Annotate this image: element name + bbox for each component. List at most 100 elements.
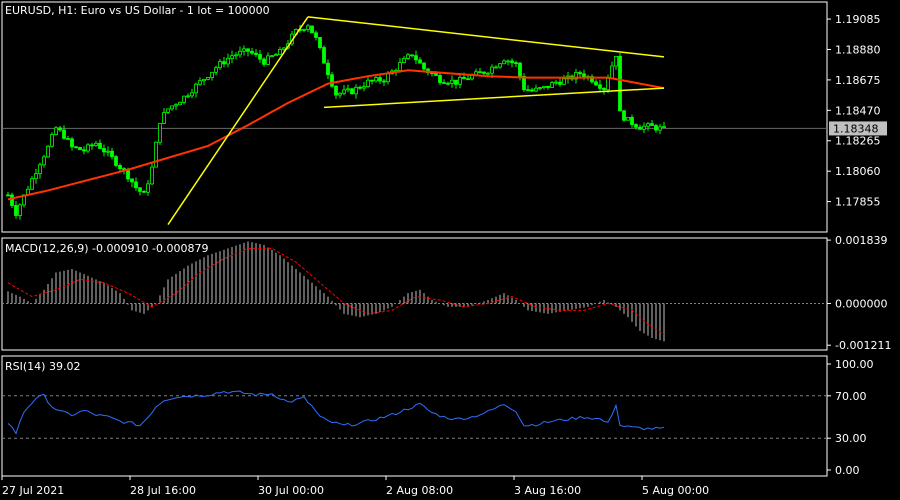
candle-body [358, 86, 362, 89]
candle-body [114, 156, 118, 166]
candle-body [30, 178, 34, 190]
candle-body [378, 77, 382, 82]
candle-body [462, 76, 466, 80]
rsi-label: RSI(14) 39.02 [5, 360, 80, 373]
candle-body [350, 88, 354, 95]
candle-body [154, 141, 158, 168]
candle-body [506, 60, 510, 63]
candle-body [218, 61, 222, 69]
pane-frame-2 [1, 355, 828, 477]
candle-body [654, 125, 658, 131]
candle-body [354, 86, 358, 95]
candle-body [622, 110, 626, 121]
candle-body [146, 183, 150, 193]
candle-body [130, 178, 134, 183]
x-tick-label: 3 Aug 16:00 [514, 484, 581, 497]
candle-body [342, 89, 346, 94]
candle-body [334, 85, 338, 96]
candle-body [386, 73, 390, 83]
candle-body [406, 54, 410, 59]
candle-body [258, 54, 262, 60]
candle-body [638, 126, 642, 130]
price-y-tick-label: 1.19085 [835, 13, 881, 26]
candle-body [438, 75, 442, 83]
candle-body [610, 65, 614, 79]
candle-body [170, 105, 174, 110]
candle-body [458, 76, 462, 85]
candle-body [50, 134, 54, 147]
macd-label: MACD(12,26,9) -0.000910 -0.000879 [5, 242, 208, 255]
candle-body [102, 148, 106, 153]
candle-body [550, 82, 554, 88]
price-y-tick-label: 1.18880 [835, 43, 881, 56]
candle-body [598, 84, 602, 89]
candle-body [206, 77, 210, 80]
candle-body [650, 123, 654, 126]
rsi-line [7, 390, 665, 435]
candle-body [234, 54, 238, 57]
candle-body [202, 78, 206, 82]
candle-body [422, 62, 426, 70]
current-price-box [829, 121, 887, 136]
candle-body [86, 144, 90, 152]
candle-body [10, 194, 14, 206]
candle-body [314, 32, 318, 38]
candle-body [542, 85, 546, 88]
candle-body [446, 82, 450, 85]
candle-body [562, 78, 566, 85]
x-tick-label: 5 Aug 00:00 [642, 484, 709, 497]
candle-body [594, 81, 598, 86]
candle-body [534, 87, 538, 92]
candle-body [14, 205, 18, 216]
trendline-0[interactable] [167, 16, 309, 225]
candle-body [478, 71, 482, 74]
candle-body [46, 145, 50, 158]
candle-body [318, 37, 322, 48]
candle-body [310, 25, 314, 34]
pane-frame-0 [1, 1, 828, 233]
candle-body [466, 78, 470, 81]
candle-body [122, 168, 126, 171]
candle-body [250, 50, 254, 54]
x-tick-label: 30 Jul 00:00 [258, 484, 324, 497]
candle-body [134, 181, 138, 189]
candle-body [246, 48, 250, 52]
candle-body [166, 108, 170, 113]
candle-body [194, 83, 198, 94]
candle-body [58, 127, 62, 131]
x-tick-label: 28 Jul 16:00 [130, 484, 196, 497]
candle-body [210, 71, 214, 78]
trendline-2[interactable] [323, 87, 665, 109]
candle-body [658, 126, 662, 131]
candle-body [266, 55, 270, 65]
candle-body [270, 55, 274, 58]
candle-body [282, 47, 286, 50]
candle-body [238, 50, 242, 56]
pane-frame-1 [1, 237, 828, 351]
candle-body [514, 62, 518, 65]
candle-body [54, 127, 58, 135]
candle-body [42, 156, 46, 166]
rsi-y-tick-label: 100.00 [835, 358, 874, 371]
candle-body [366, 79, 370, 88]
macd-y-tick-label: 0.000000 [835, 297, 888, 310]
candle-body [642, 125, 646, 130]
candle-body [190, 92, 194, 97]
candle-body [98, 142, 102, 149]
candle-body [226, 57, 230, 65]
candle-body [338, 92, 342, 96]
candle-body [382, 80, 386, 83]
candle-body [606, 78, 610, 91]
candle-body [110, 150, 114, 158]
candle-body [454, 79, 458, 85]
trendline-1[interactable] [307, 16, 665, 58]
candle-body [490, 66, 494, 74]
candle-body [602, 88, 606, 91]
candle-body [106, 150, 110, 153]
candle-body [186, 95, 190, 98]
candle-body [630, 116, 634, 125]
price-y-tick-label: 1.18675 [835, 74, 881, 87]
candle-body [346, 88, 350, 91]
candle-body [254, 52, 258, 55]
candle-body [142, 191, 146, 193]
